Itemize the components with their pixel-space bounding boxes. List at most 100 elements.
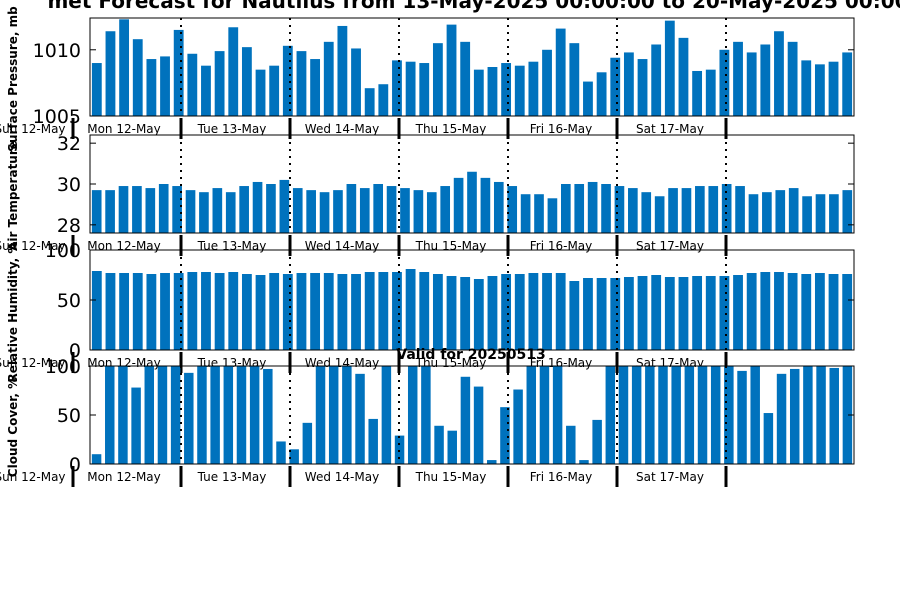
bar-4-10 xyxy=(210,366,220,464)
bar-2-2 xyxy=(105,190,115,234)
bar-1-4 xyxy=(132,39,143,116)
bar-2-4 xyxy=(132,186,142,233)
bar-2-7 xyxy=(172,186,182,233)
bar-1-54 xyxy=(814,64,825,116)
day-label-1-3: Tue 13-May xyxy=(197,122,267,136)
bar-1-46 xyxy=(705,69,716,116)
bar-2-38 xyxy=(587,181,598,233)
bar-2-44 xyxy=(668,188,678,233)
day-label-4-6: Fri 16-May xyxy=(530,470,593,484)
bar-1-19 xyxy=(337,25,348,117)
bar-2-5 xyxy=(145,188,156,233)
bar-4-56 xyxy=(816,366,826,464)
bar-2-43 xyxy=(654,196,665,233)
axes-frame-1 xyxy=(89,17,855,117)
day-label-1-7: Sat 17-May xyxy=(636,122,704,136)
bar-4-11 xyxy=(223,366,234,464)
panel-subtitle: Valid for 20250513 xyxy=(396,347,545,363)
bar-4-31 xyxy=(487,460,497,464)
bar-3-3 xyxy=(119,273,130,350)
bar-4-13 xyxy=(249,366,260,464)
bar-1-28 xyxy=(460,41,471,117)
bar-2-25 xyxy=(413,190,424,234)
y-axis-label-1: Surface Pressure, mb xyxy=(6,6,20,152)
bar-2-31 xyxy=(493,181,504,233)
bar-4-48 xyxy=(710,366,721,464)
bar-3-43 xyxy=(664,277,675,350)
bar-3-54 xyxy=(814,273,825,350)
bar-1-16 xyxy=(296,51,307,116)
bar-4-22 xyxy=(368,418,378,464)
bar-3-12 xyxy=(241,274,252,350)
bar-1-15 xyxy=(282,45,293,117)
bar-2-3 xyxy=(118,186,129,233)
bar-3-25 xyxy=(419,272,430,350)
bar-3-33 xyxy=(528,273,539,350)
bar-2-24 xyxy=(400,188,410,233)
ytick-label-1-1: 1005 xyxy=(33,106,81,128)
bar-1-24 xyxy=(405,61,416,116)
bar-3-20 xyxy=(351,274,361,350)
bar-1-52 xyxy=(787,41,798,117)
bar-4-4 xyxy=(131,387,141,464)
bar-2-20 xyxy=(346,184,357,233)
bar-4-25 xyxy=(407,366,418,464)
bar-1-55 xyxy=(828,61,839,116)
bar-3-18 xyxy=(323,273,334,350)
bar-1-6 xyxy=(160,56,170,116)
bar-1-3 xyxy=(119,19,130,116)
bar-3-45 xyxy=(692,276,703,350)
bar-2-8 xyxy=(185,190,196,234)
bar-4-38 xyxy=(579,460,589,464)
ytick-label-4-1: 0 xyxy=(69,454,81,476)
bar-3-28 xyxy=(460,277,471,350)
bar-2-15 xyxy=(279,179,290,233)
bar-2-28 xyxy=(453,177,464,233)
y-axis-label-2: Air Temperature xyxy=(6,141,20,251)
bar-2-17 xyxy=(306,190,316,234)
bar-1-48 xyxy=(733,41,743,117)
bar-3-35 xyxy=(555,273,566,350)
bar-3-8 xyxy=(187,272,198,350)
bar-2-14 xyxy=(266,184,276,233)
bar-4-3 xyxy=(118,366,128,464)
bar-4-47 xyxy=(697,366,708,464)
bar-3-39 xyxy=(610,278,621,350)
bar-4-32 xyxy=(500,407,510,464)
y-axis-label-3: Relative Humidity, % xyxy=(6,242,20,383)
ytick-label-2-3: 32 xyxy=(57,133,81,155)
bar-2-33 xyxy=(520,194,531,233)
bar-1-27 xyxy=(446,24,457,116)
bar-3-53 xyxy=(801,274,812,350)
bar-3-27 xyxy=(446,276,457,350)
bar-4-35 xyxy=(539,366,550,464)
bar-3-56 xyxy=(842,274,853,350)
bar-4-55 xyxy=(803,366,813,464)
bar-4-15 xyxy=(276,441,286,464)
bar-4-17 xyxy=(302,422,313,464)
bar-4-7 xyxy=(170,366,181,464)
bar-3-55 xyxy=(828,274,839,350)
bar-3-32 xyxy=(514,274,525,350)
bar-2-26 xyxy=(426,192,437,233)
bar-4-12 xyxy=(236,366,247,464)
bar-2-46 xyxy=(695,186,705,233)
bar-4-26 xyxy=(421,366,431,464)
bar-3-9 xyxy=(201,272,211,350)
day-label-2-5: Thu 15-May xyxy=(415,239,487,253)
bar-2-55 xyxy=(815,194,826,233)
bar-1-36 xyxy=(569,43,580,116)
bar-2-48 xyxy=(721,184,732,233)
bar-3-49 xyxy=(746,273,757,350)
bar-3-23 xyxy=(392,272,402,350)
bar-3-36 xyxy=(569,281,580,350)
bar-4-34 xyxy=(526,366,537,464)
bar-4-58 xyxy=(842,366,853,464)
bar-1-43 xyxy=(664,20,675,116)
bar-4-51 xyxy=(750,366,760,464)
day-label-2-6: Fri 16-May xyxy=(530,239,593,253)
bar-4-46 xyxy=(684,366,695,464)
bar-2-27 xyxy=(440,186,451,233)
bar-4-28 xyxy=(447,430,457,464)
